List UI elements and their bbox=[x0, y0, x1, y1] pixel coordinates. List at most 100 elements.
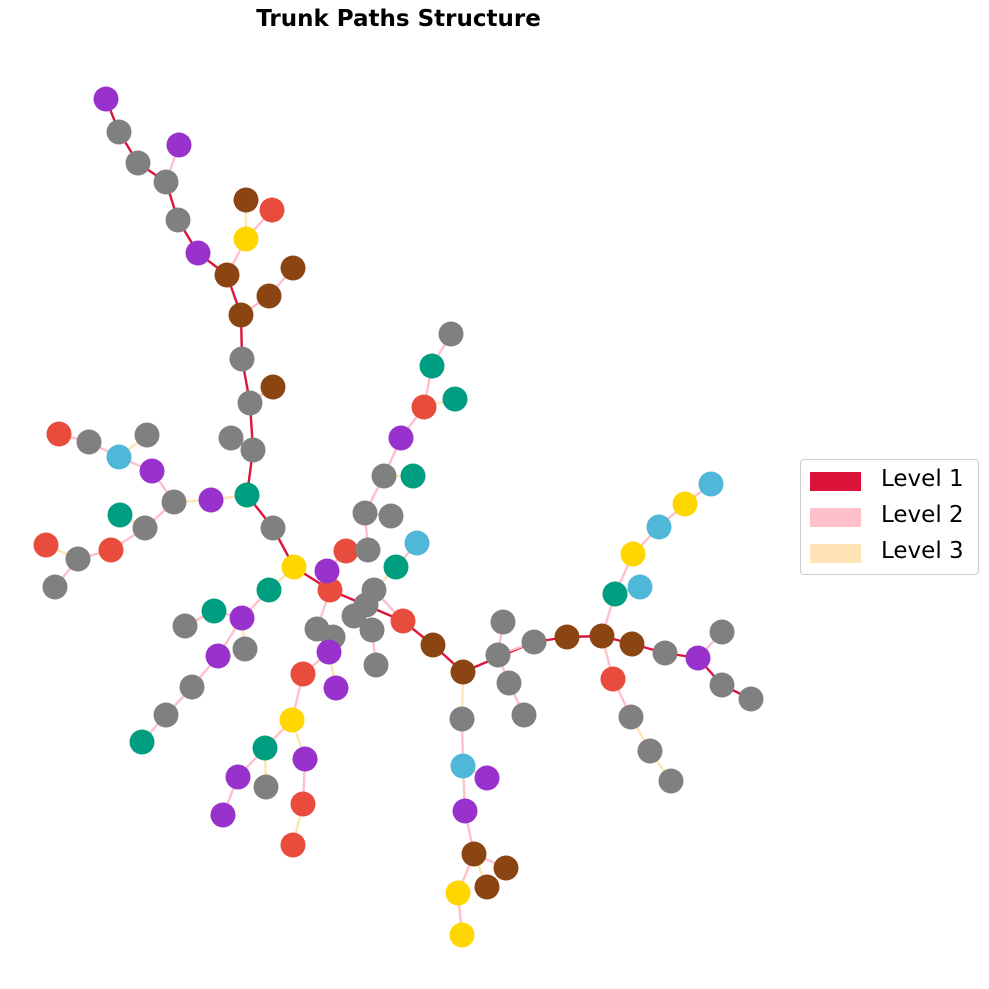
node-gray bbox=[485, 642, 511, 668]
node-purple bbox=[229, 605, 255, 631]
node-gray bbox=[371, 463, 397, 489]
node-teal bbox=[419, 353, 445, 379]
node-brown bbox=[554, 624, 580, 650]
legend-swatch-level-3 bbox=[810, 544, 861, 563]
node-gray bbox=[172, 613, 198, 639]
node-gray bbox=[449, 706, 475, 732]
node-gray bbox=[106, 119, 132, 145]
node-gray bbox=[496, 670, 522, 696]
node-gray bbox=[521, 629, 547, 655]
node-red bbox=[46, 421, 72, 447]
node-gray bbox=[652, 640, 678, 666]
node-teal bbox=[602, 581, 628, 607]
node-teal bbox=[234, 482, 260, 508]
node-gray bbox=[511, 702, 537, 728]
node-purple bbox=[93, 86, 119, 112]
diagram-title: Trunk Paths Structure bbox=[256, 6, 541, 32]
node-purple bbox=[210, 802, 236, 828]
node-brown bbox=[493, 855, 519, 881]
node-purple bbox=[185, 240, 211, 266]
node-purple bbox=[474, 765, 500, 791]
node-gray bbox=[134, 422, 160, 448]
node-gray bbox=[65, 546, 91, 572]
node-gray bbox=[125, 150, 151, 176]
node-gray bbox=[658, 768, 684, 794]
node-gray bbox=[42, 574, 68, 600]
node-purple bbox=[316, 639, 342, 665]
node-lightblue bbox=[698, 471, 724, 497]
node-gray bbox=[153, 702, 179, 728]
node-gray bbox=[438, 321, 464, 347]
node-gray bbox=[237, 390, 263, 416]
node-purple bbox=[685, 645, 711, 671]
node-gray bbox=[179, 674, 205, 700]
node-lightblue bbox=[404, 530, 430, 556]
node-brown bbox=[233, 187, 259, 213]
node-gray bbox=[218, 425, 244, 451]
node-red bbox=[317, 577, 343, 603]
node-teal bbox=[400, 463, 426, 489]
legend-label-level-3: Level 3 bbox=[881, 538, 964, 564]
node-gray bbox=[709, 672, 735, 698]
node-gray bbox=[341, 603, 367, 629]
node-gray bbox=[618, 704, 644, 730]
legend-swatch-level-2 bbox=[810, 508, 861, 527]
node-red bbox=[280, 832, 306, 858]
node-yellow bbox=[233, 226, 259, 252]
node-red bbox=[290, 791, 316, 817]
node-brown bbox=[280, 255, 306, 281]
node-yellow bbox=[672, 491, 698, 517]
node-purple bbox=[292, 746, 318, 772]
node-teal bbox=[256, 577, 282, 603]
node-yellow bbox=[279, 707, 305, 733]
node-teal bbox=[107, 502, 133, 528]
node-red bbox=[290, 661, 316, 687]
node-yellow bbox=[449, 922, 475, 948]
node-purple bbox=[225, 764, 251, 790]
node-red bbox=[98, 537, 124, 563]
node-gray bbox=[378, 503, 404, 529]
node-gray bbox=[709, 619, 735, 645]
node-gray bbox=[260, 515, 286, 541]
legend-label-level-1: Level 1 bbox=[881, 466, 964, 492]
node-purple bbox=[139, 458, 165, 484]
node-lightblue bbox=[450, 753, 476, 779]
node-brown bbox=[256, 283, 282, 309]
node-gray bbox=[76, 429, 102, 455]
node-lightblue bbox=[627, 574, 653, 600]
node-teal bbox=[383, 554, 409, 580]
node-brown bbox=[450, 659, 476, 685]
node-brown bbox=[474, 874, 500, 900]
node-red bbox=[600, 666, 626, 692]
node-gray bbox=[352, 500, 378, 526]
node-gray bbox=[153, 169, 179, 195]
node-red bbox=[411, 394, 437, 420]
node-gray bbox=[232, 636, 258, 662]
node-lightblue bbox=[106, 444, 132, 470]
node-brown bbox=[420, 632, 446, 658]
legend: Level 1 Level 2 Level 3 bbox=[800, 459, 979, 575]
node-red bbox=[33, 532, 59, 558]
legend-label-level-2: Level 2 bbox=[881, 502, 964, 528]
node-purple bbox=[198, 487, 224, 513]
node-brown bbox=[228, 302, 254, 328]
node-brown bbox=[619, 631, 645, 657]
node-yellow bbox=[281, 554, 307, 580]
node-teal bbox=[442, 386, 468, 412]
node-purple bbox=[388, 425, 414, 451]
node-teal bbox=[129, 729, 155, 755]
node-brown bbox=[461, 841, 487, 867]
node-purple bbox=[166, 132, 192, 158]
node-gray bbox=[165, 207, 191, 233]
node-red bbox=[390, 608, 416, 634]
node-purple bbox=[323, 675, 349, 701]
node-teal bbox=[201, 598, 227, 624]
node-gray bbox=[229, 346, 255, 372]
node-gray bbox=[253, 774, 279, 800]
node-gray bbox=[161, 489, 187, 515]
node-gray bbox=[132, 515, 158, 541]
node-gray bbox=[738, 686, 764, 712]
node-purple bbox=[314, 558, 340, 584]
